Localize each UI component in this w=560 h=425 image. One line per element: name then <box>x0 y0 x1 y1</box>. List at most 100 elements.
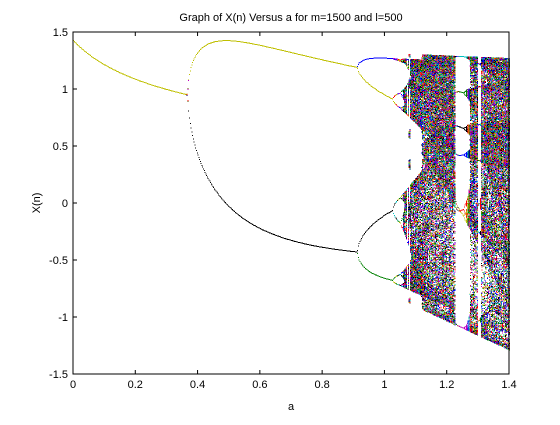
data-point <box>410 209 411 210</box>
data-point <box>222 199 223 200</box>
data-point <box>359 63 360 64</box>
data-point <box>406 206 407 207</box>
data-point <box>269 47 270 48</box>
data-point <box>226 40 227 41</box>
data-point <box>403 200 404 201</box>
data-point <box>412 229 413 230</box>
data-point <box>360 261 361 262</box>
data-point <box>261 45 262 46</box>
data-point <box>328 61 329 62</box>
data-point <box>368 59 369 60</box>
data-point <box>412 92 413 93</box>
data-point <box>402 61 403 62</box>
data-point <box>403 274 404 275</box>
data-point <box>405 94 406 95</box>
data-point <box>410 217 411 218</box>
data-point <box>405 105 406 106</box>
data-point <box>305 56 306 57</box>
data-point <box>412 88 413 89</box>
data-point <box>412 203 413 204</box>
data-point <box>412 207 413 208</box>
data-point <box>192 65 193 66</box>
data-point <box>403 95 404 96</box>
data-point <box>409 216 410 217</box>
data-point <box>382 277 383 278</box>
data-point <box>412 256 413 257</box>
data-point <box>354 251 355 252</box>
data-point <box>402 284 403 285</box>
data-point <box>304 55 305 56</box>
data-point <box>410 194 411 195</box>
data-point <box>408 108 409 109</box>
data-point <box>412 119 413 120</box>
data-point <box>362 237 363 238</box>
data-point <box>392 99 393 100</box>
data-point <box>406 193 407 194</box>
data-point <box>345 65 346 66</box>
data-point <box>412 241 413 242</box>
data-point <box>412 244 413 245</box>
data-point <box>402 286 403 287</box>
data-point <box>324 60 325 61</box>
data-point <box>399 285 400 286</box>
data-point <box>410 225 411 226</box>
data-point <box>408 238 409 239</box>
data-point <box>406 214 407 215</box>
data-point <box>405 201 406 202</box>
data-point <box>412 273 413 274</box>
data-point <box>241 216 242 217</box>
data-point <box>326 248 327 249</box>
data-point <box>408 63 409 64</box>
data-point <box>335 62 336 63</box>
data-point <box>210 182 211 183</box>
data-point <box>408 69 409 70</box>
data-point <box>293 53 294 54</box>
data-point <box>408 223 409 224</box>
data-point <box>370 227 371 228</box>
data-point <box>406 114 407 115</box>
data-point <box>408 245 409 246</box>
data-point <box>308 56 309 57</box>
data-point <box>408 241 409 242</box>
data-point <box>378 91 379 92</box>
data-point <box>210 43 211 44</box>
data-point <box>406 105 407 106</box>
data-point <box>400 93 401 94</box>
data-point <box>409 81 410 82</box>
data-point <box>405 220 406 221</box>
data-point <box>412 65 413 66</box>
data-point <box>405 279 406 280</box>
data-point <box>406 272 407 273</box>
data-point <box>411 234 412 235</box>
data-point <box>406 103 407 104</box>
data-point <box>122 74 123 75</box>
data-point <box>408 189 409 190</box>
data-point <box>77 44 78 45</box>
data-point <box>405 60 406 61</box>
data-point <box>233 210 234 211</box>
data-point <box>195 57 196 58</box>
data-point <box>345 250 346 251</box>
data-point <box>410 97 411 98</box>
data-point <box>405 216 406 217</box>
data-point <box>412 191 413 192</box>
data-point <box>406 110 407 111</box>
data-point <box>211 184 212 185</box>
data-point <box>412 97 413 98</box>
data-point <box>113 69 114 70</box>
data-point <box>399 59 400 60</box>
data-point <box>410 57 411 58</box>
data-point <box>403 91 404 92</box>
data-point <box>231 209 232 210</box>
data-point <box>107 66 108 67</box>
data-point <box>406 60 407 61</box>
data-point <box>89 54 90 55</box>
data-point <box>374 88 375 89</box>
data-point <box>411 210 412 211</box>
data-point <box>410 55 411 56</box>
data-point <box>108 67 109 68</box>
data-point <box>359 260 360 261</box>
data-point <box>408 227 409 228</box>
data-point <box>404 227 405 228</box>
data-point <box>412 280 413 281</box>
